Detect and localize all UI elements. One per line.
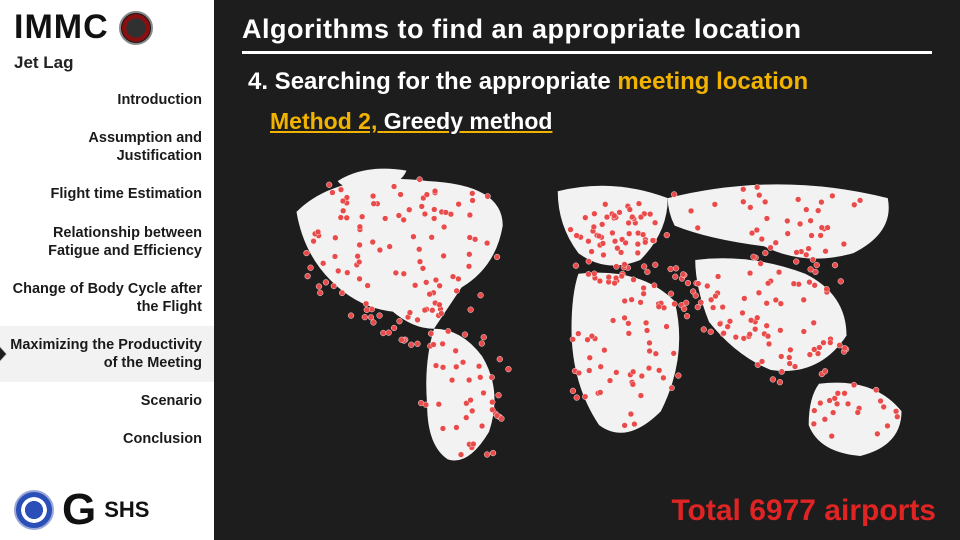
sidebar-item[interactable]: Introduction: [0, 81, 214, 119]
main-panel: Algorithms to find an appropriate locati…: [214, 0, 960, 540]
land-group: [297, 169, 902, 461]
world-map-svg: [254, 150, 944, 480]
method-heading: Method 2, Greedy method: [242, 108, 932, 135]
sidebar-item[interactable]: Change of Body Cycle after the Flight: [0, 270, 214, 326]
sidebar-subtitle: Jet Lag: [0, 51, 214, 81]
school-seal-icon: [14, 490, 54, 530]
sidebar-item[interactable]: Flight time Estimation: [0, 175, 214, 213]
slide-title: Algorithms to find an appropriate locati…: [242, 14, 932, 45]
sidebar: IMMC Jet Lag IntroductionAssumption and …: [0, 0, 214, 540]
title-underline: [242, 51, 932, 54]
footer-g: G: [62, 492, 96, 527]
sidebar-item[interactable]: Conclusion: [0, 420, 214, 458]
heading-accent: meeting location: [617, 68, 808, 95]
logo-badge-icon: [119, 11, 153, 45]
logo-text: IMMC: [14, 8, 109, 47]
sidebar-item[interactable]: Maximizing the Productivity of the Meeti…: [0, 326, 214, 382]
method-rest: Greedy method: [384, 108, 553, 134]
logo-row: IMMC: [0, 8, 214, 51]
sidebar-item[interactable]: Scenario: [0, 382, 214, 420]
slide: IMMC Jet Lag IntroductionAssumption and …: [0, 0, 960, 540]
sidebar-footer: G SHS: [0, 490, 214, 540]
method-label: Method 2,: [270, 108, 384, 134]
heading-prefix: 4. Searching for the appropriate: [248, 68, 617, 95]
section-heading: 4. Searching for the appropriate meeting…: [242, 68, 932, 96]
footer-shs: SHS: [104, 497, 149, 523]
world-map: [254, 150, 944, 480]
sidebar-item[interactable]: Relationship between Fatigue and Efficie…: [0, 214, 214, 270]
total-airports-label: Total 6977 airports: [671, 494, 936, 528]
sidebar-nav: IntroductionAssumption and Justification…: [0, 81, 214, 459]
sidebar-item[interactable]: Assumption and Justification: [0, 119, 214, 175]
